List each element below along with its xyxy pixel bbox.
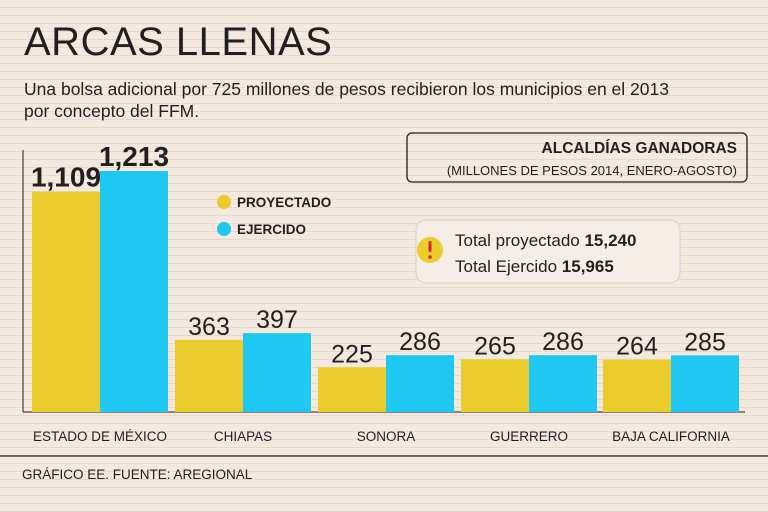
legend-swatch: [217, 195, 231, 209]
bar-proyectado: [603, 359, 671, 412]
category-label: CHIAPAS: [214, 429, 272, 444]
warning-icon-bar: [428, 241, 432, 252]
total-proyectado-value: 15,240: [584, 231, 636, 250]
source-credit: GRÁFICO EE. FUENTE: AREGIONAL: [22, 467, 253, 482]
bar-proyectado: [461, 359, 529, 412]
bar-proyectado: [32, 191, 100, 412]
data-label: 286: [399, 328, 441, 356]
total-ejercido-label: Total Ejercido: [455, 257, 562, 276]
data-label: 1,109: [31, 162, 101, 193]
total-proyectado: Total proyectado 15,240: [455, 231, 636, 250]
total-ejercido: Total Ejercido 15,965: [455, 257, 614, 276]
data-label: 397: [256, 306, 298, 334]
data-label: 363: [188, 313, 230, 341]
page-title: ARCAS LLENAS: [24, 20, 333, 64]
data-label: 264: [616, 333, 658, 361]
chart-subtitle: (MILLONES DE PESOS 2014, ENERO-AGOSTO): [447, 163, 737, 178]
data-label: 1,213: [99, 141, 169, 172]
data-label: 286: [542, 328, 584, 356]
legend-label: EJERCIDO: [237, 222, 306, 237]
data-label: 225: [331, 340, 373, 368]
bar-ejercido: [243, 333, 311, 412]
total-ejercido-value: 15,965: [562, 257, 614, 276]
subtitle: Una bolsa adicional por 725 millones de …: [24, 78, 744, 122]
subtitle-line-1: Una bolsa adicional por 725 millones de …: [24, 79, 669, 99]
chart-title: ALCALDÍAS GANADORAS: [542, 140, 737, 157]
category-label: BAJA CALIFORNIA: [612, 429, 730, 444]
category-label: SONORA: [357, 429, 416, 444]
bar-ejercido: [671, 355, 739, 412]
legend-swatch: [217, 222, 231, 236]
data-label: 265: [474, 332, 516, 360]
bar-ejercido: [100, 171, 168, 412]
legend-label: PROYECTADO: [237, 195, 331, 210]
data-label: 285: [684, 328, 726, 356]
bar-proyectado: [175, 339, 243, 412]
category-label: GUERRERO: [490, 429, 568, 444]
totals-note-box: [415, 219, 681, 284]
category-label: ESTADO DE MÉXICO: [33, 429, 167, 444]
total-proyectado-label: Total proyectado: [455, 231, 584, 250]
subtitle-line-2: por concepto del FFM.: [24, 101, 200, 121]
bar-proyectado: [318, 367, 386, 412]
warning-icon-dot: [428, 255, 432, 259]
chart-title-box: [406, 132, 748, 183]
bar-ejercido: [386, 355, 454, 412]
bar-ejercido: [529, 355, 597, 412]
